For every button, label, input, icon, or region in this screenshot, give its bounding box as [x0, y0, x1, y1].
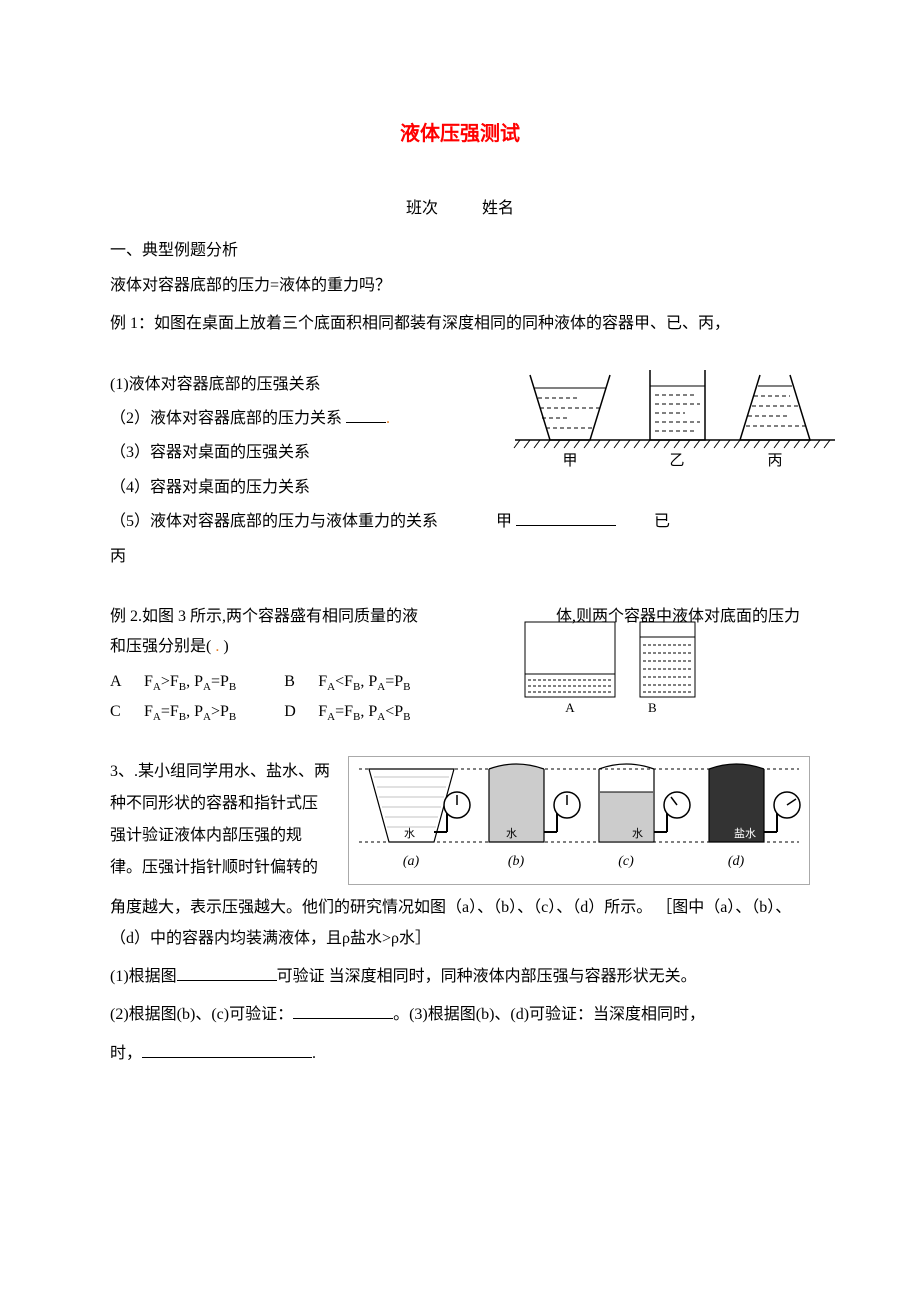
blank-fill[interactable] — [177, 965, 277, 981]
svg-text:水: 水 — [404, 827, 415, 840]
blank-fill[interactable] — [516, 510, 616, 526]
blank-fill[interactable] — [346, 407, 386, 423]
orange-dot-icon: . — [386, 410, 390, 427]
example1-block: 甲 乙 — [110, 370, 810, 572]
ex3-q1: (1)根据图可验证 当深度相同时，同种液体内部压强与容器形状无关。 — [110, 962, 810, 992]
ex2-opt-c: FA=FB, PA>PB — [144, 703, 236, 720]
section-1-heading: 一、典型例题分析 — [110, 240, 810, 262]
ex1-q5: （5）液体对容器底部的压力与液体重力的关系 甲 已 — [110, 513, 670, 530]
svg-text:盐水: 盐水 — [734, 827, 756, 840]
svg-text:(c): (c) — [618, 854, 634, 869]
intro-question: 液体对容器底部的压力=液体的重力吗？ — [110, 271, 810, 301]
example1-prompt: 例 1：如图在桌面上放着三个底面积相同都装有深度相同的同种液体的容器甲、已、丙， — [110, 309, 810, 339]
ex2-opt-b: FA<FB, PA=PB — [318, 673, 410, 690]
ex3-q3: 时，. — [110, 1039, 810, 1069]
fig2-label-b: B — [648, 700, 657, 715]
ex2-opt-a: FA>FB, PA=PB — [144, 673, 236, 690]
svg-text:水: 水 — [506, 827, 517, 840]
orange-dot-icon: . — [215, 638, 219, 655]
ex2-opt-d: FA=FB, PA<PB — [318, 703, 410, 720]
example2-figure: A B — [520, 612, 720, 724]
class-label: 班次 — [406, 200, 438, 217]
page-title: 液体压强测试 — [110, 120, 810, 148]
name-label: 姓名 — [482, 200, 514, 217]
fig1-label-jia: 甲 — [562, 453, 577, 469]
example3-figure: 水 (a) 水 (b) — [348, 756, 810, 885]
example1-figure: 甲 乙 — [510, 360, 840, 477]
example2-block: A B 例 2.如图 3 所示,两个容器盛有相同质量的液 体,则两个容器中液体对… — [110, 602, 810, 726]
svg-text:(d): (d) — [728, 854, 745, 869]
ex1-q5-bing: 丙 — [110, 542, 810, 572]
ex3-q2: (2)根据图(b)、(c)可验证：。(3)根据图(b)、(d)可验证：当深度相同… — [110, 1000, 810, 1030]
ex1-q4: （4）容器对桌面的压力关系 — [110, 473, 810, 503]
ex3-prompt-cont: 角度越大，表示压强越大。他们的研究情况如图（a）、（b）、（c）、（d）所示。 … — [110, 893, 810, 954]
svg-text:水: 水 — [632, 827, 643, 840]
fig2-label-a: A — [565, 700, 575, 715]
blank-fill[interactable] — [293, 1003, 393, 1019]
example3-block: 水 (a) 水 (b) — [110, 756, 810, 1069]
blank-fill[interactable] — [142, 1042, 312, 1058]
fig1-label-yi: 乙 — [669, 453, 684, 469]
header-row: 班次 姓名 — [110, 198, 810, 220]
svg-text:(b): (b) — [508, 854, 525, 869]
fig1-label-bing: 丙 — [767, 453, 782, 469]
svg-text:(a): (a) — [403, 854, 420, 869]
